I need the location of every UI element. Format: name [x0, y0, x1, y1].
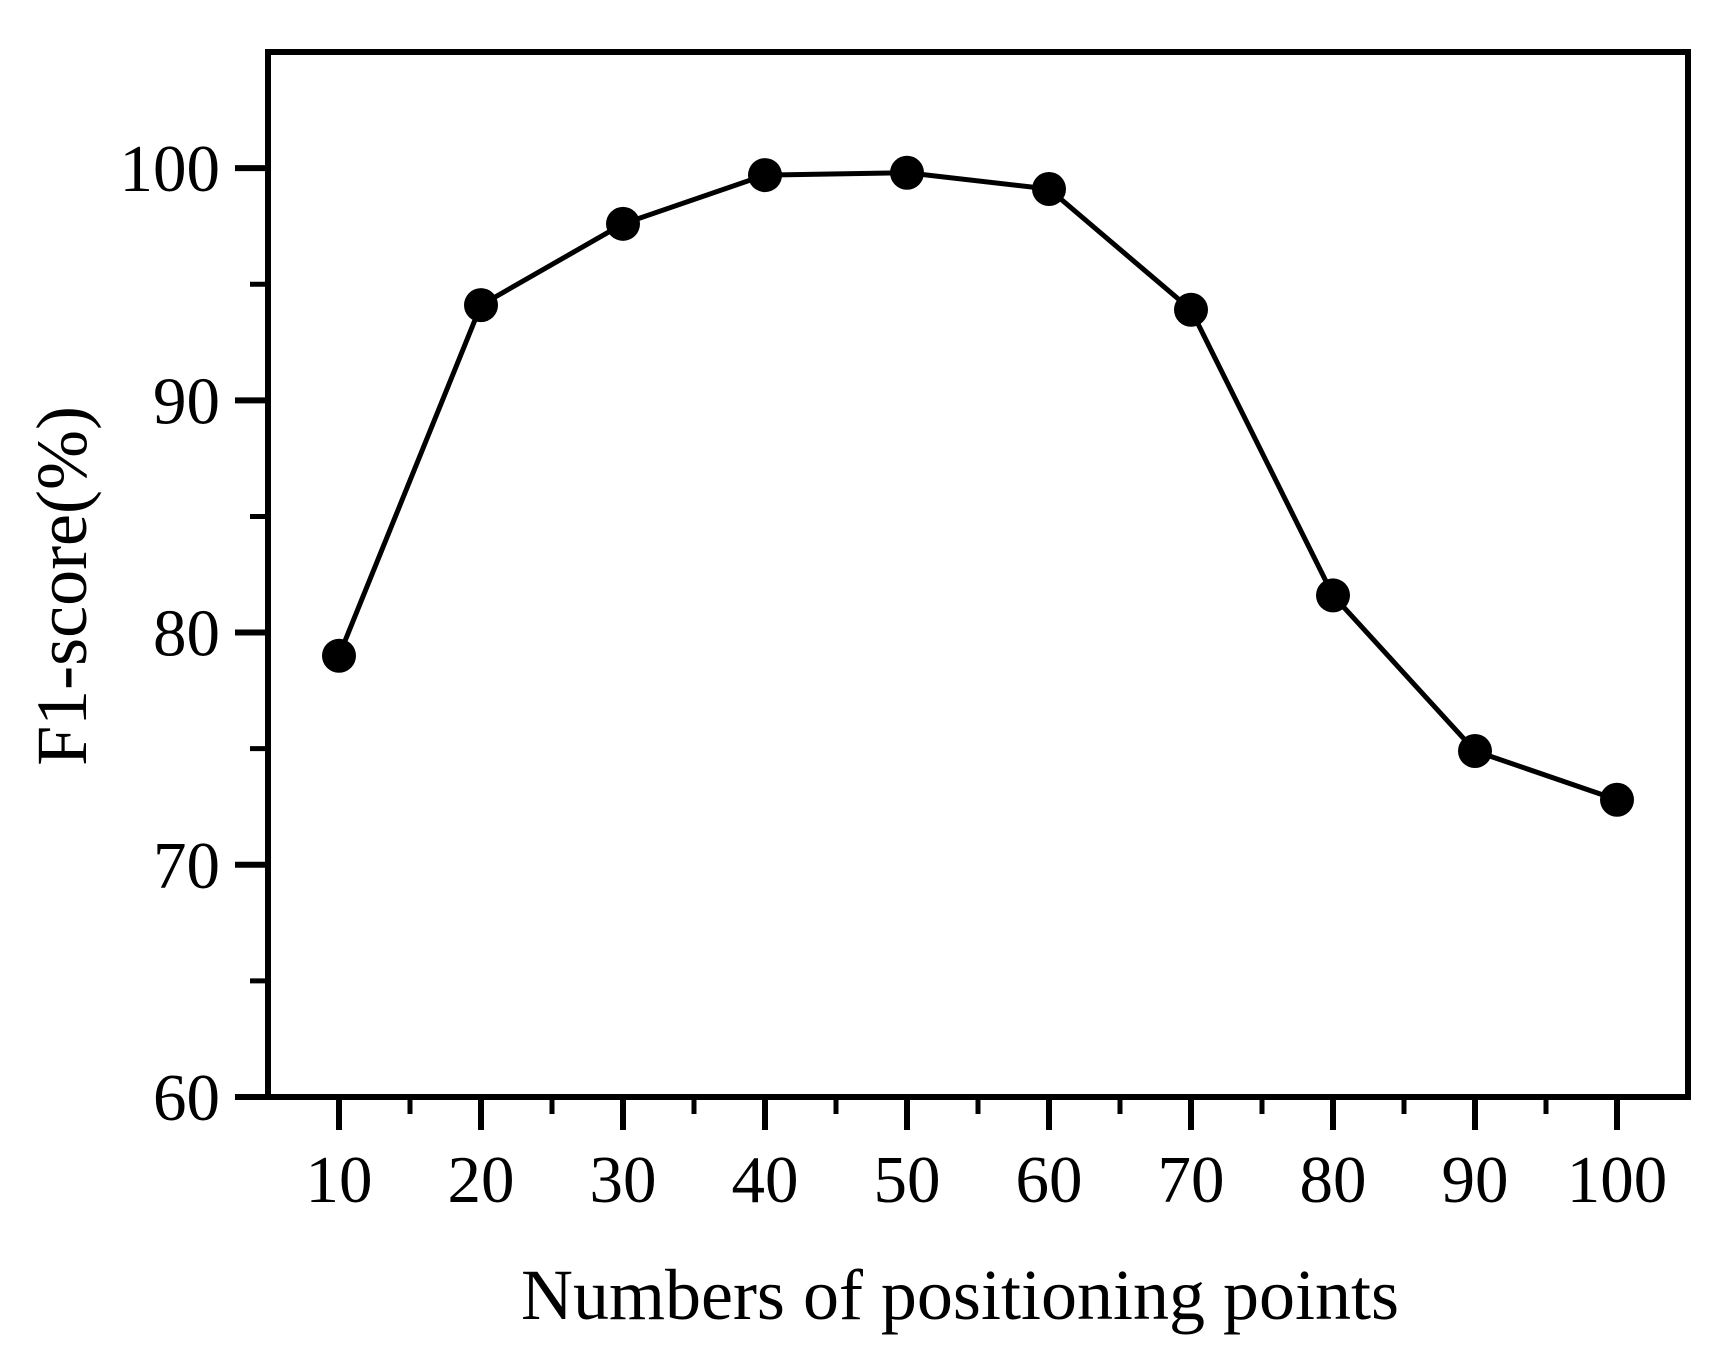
plot-frame — [265, 49, 1691, 1100]
data-point-marker — [1174, 292, 1208, 327]
x-tick-label: 50 — [874, 1143, 941, 1217]
data-point-marker — [1600, 782, 1634, 817]
y-tick-label: 100 — [120, 132, 221, 206]
data-point-marker — [890, 155, 924, 190]
y-axis-title: F1-score(%) — [22, 406, 102, 766]
y-tick-label: 60 — [153, 1061, 220, 1135]
data-point-marker — [1316, 578, 1350, 613]
x-axis-title: Numbers of positioning points — [521, 1255, 1399, 1335]
x-tick-label: 40 — [732, 1143, 799, 1217]
x-tick-label: 60 — [1016, 1143, 1083, 1217]
x-tick-label: 10 — [306, 1143, 373, 1217]
data-point-marker — [322, 638, 356, 673]
data-point-marker — [606, 206, 640, 241]
y-tick-label: 80 — [153, 597, 220, 671]
data-point-marker — [464, 288, 498, 323]
data-point-marker — [1458, 733, 1492, 768]
x-tick-label: 100 — [1567, 1143, 1668, 1217]
y-tick-label: 70 — [153, 829, 220, 903]
y-tick-label: 90 — [153, 364, 220, 438]
x-tick-label: 30 — [590, 1143, 657, 1217]
x-tick-label: 20 — [448, 1143, 515, 1217]
x-tick-label: 70 — [1158, 1143, 1225, 1217]
series-line — [336, 170, 1620, 803]
data-point-marker — [748, 158, 782, 193]
data-point-marker — [1032, 172, 1066, 207]
x-tick-label: 90 — [1442, 1143, 1509, 1217]
x-tick-label: 80 — [1300, 1143, 1367, 1217]
